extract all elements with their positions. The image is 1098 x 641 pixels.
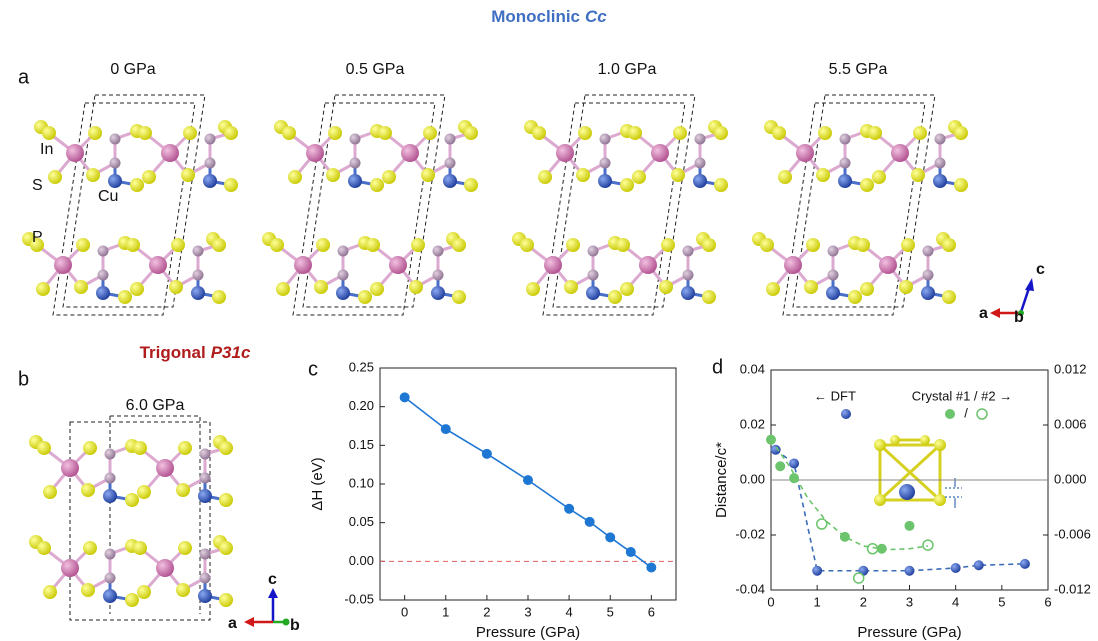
x-axis-label: Pressure (GPa): [857, 624, 961, 641]
page: {"figure": { "title": {"text": "Monoclin…: [0, 0, 1098, 641]
y-tick-label: 0.04: [740, 361, 765, 376]
data-point: [1020, 559, 1030, 569]
data-point: [482, 449, 492, 459]
data-point: [523, 475, 533, 485]
title-symbol: Cc: [585, 7, 607, 26]
data-point: [812, 566, 822, 576]
data-point: [951, 563, 961, 573]
y-tick-label: 0.00: [740, 471, 765, 486]
atom-label: In: [40, 141, 53, 158]
data-point: [817, 519, 827, 529]
y-tick-label: 0.05: [349, 514, 374, 529]
pressure-label: 5.5 GPa: [829, 61, 888, 78]
structure: [22, 95, 238, 315]
title-symbol: P31c: [211, 343, 251, 362]
structure: [262, 95, 478, 315]
data-point: [923, 540, 933, 550]
data-point: [646, 563, 656, 573]
data-point: [441, 424, 451, 434]
x-tick-label: 0: [401, 604, 408, 619]
x-tick-label: 6: [1044, 594, 1051, 609]
legend-label: /: [964, 405, 968, 420]
data-point: [400, 392, 410, 402]
y-tick-label: 0.02: [740, 416, 765, 431]
axis-label: a: [228, 615, 237, 632]
x-tick-label: 5: [607, 604, 614, 619]
pressure-label: 0.5 GPa: [346, 61, 405, 78]
y-tick-label: 0.00: [349, 553, 374, 568]
y2-tick-label: 0.000: [1054, 471, 1087, 486]
x-tick-label: 3: [906, 594, 913, 609]
x-tick-label: 4: [952, 594, 959, 609]
x-tick-label: 5: [998, 594, 1005, 609]
x-tick-label: 4: [565, 604, 572, 619]
data-point: [905, 566, 915, 576]
data-point: [974, 560, 984, 570]
data-point: [789, 459, 799, 469]
figure: Monoclinic Cc a 0 GPa 0.5 GPa 1.0 GPa 5.5…: [0, 0, 1098, 641]
x-tick-label: 0: [767, 594, 774, 609]
axis-indicator: c a b: [979, 261, 1045, 326]
y-tick-label: 0.15: [349, 437, 374, 452]
pressure-label: 1.0 GPa: [598, 61, 657, 78]
y-axis-label: Distance/c*: [713, 442, 730, 518]
y2-tick-label: 0.006: [1054, 416, 1087, 431]
y-tick-label: -0.05: [344, 591, 374, 606]
y2-tick-label: 0.012: [1054, 361, 1087, 376]
legend-marker: [977, 409, 987, 419]
y-tick-label: 0.25: [349, 359, 374, 374]
title-text: Monoclinic: [491, 7, 580, 26]
legend: ← DFT Crystal #1 / #2 → /: [814, 388, 1012, 420]
data-point: [626, 547, 636, 557]
pressure-label: 6.0 GPa: [126, 397, 185, 414]
axis-label: b: [1014, 309, 1024, 326]
data-point: [854, 573, 864, 583]
axis-label: b: [290, 617, 300, 634]
structure: [752, 95, 968, 315]
axis-label: c: [268, 571, 277, 588]
y-tick-label: -0.04: [735, 581, 765, 596]
x-tick-label: 2: [483, 604, 490, 619]
y-axis-label: ΔH (eV): [309, 457, 326, 510]
panel-label: a: [18, 66, 30, 88]
panel-title: Trigonal P31c: [140, 343, 251, 362]
figure-title: Monoclinic Cc: [491, 7, 607, 26]
x-tick-label: 1: [814, 594, 821, 609]
data-point: [775, 461, 785, 471]
atom-label: S: [32, 177, 43, 194]
series-line: [776, 450, 1025, 571]
axis-label: c: [1036, 261, 1045, 278]
data-point: [905, 521, 915, 531]
title-text: Trigonal: [140, 343, 206, 362]
data-point: [605, 532, 615, 542]
x-axis-label: Pressure (GPa): [476, 624, 580, 641]
data-point: [771, 445, 781, 455]
y-tick-label: 0.10: [349, 475, 374, 490]
data-point: [564, 504, 574, 514]
data-point: [585, 517, 595, 527]
x-tick-label: 2: [860, 594, 867, 609]
legend-marker: [841, 409, 851, 419]
legend-marker: [945, 409, 955, 419]
panel-label: c: [308, 358, 318, 380]
inset-structure: [874, 435, 962, 508]
x-tick-label: 1: [442, 604, 449, 619]
structure: [512, 95, 728, 315]
panel-label: b: [18, 368, 29, 390]
x-tick-label: 3: [524, 604, 531, 619]
axis-indicator: c a b: [228, 571, 300, 634]
pressure-label: 0 GPa: [110, 61, 155, 78]
y2-tick-label: -0.012: [1054, 581, 1091, 596]
structure: [29, 416, 233, 620]
x-tick-label: 6: [648, 604, 655, 619]
axis-label: a: [979, 305, 988, 322]
atom-label: Cu: [98, 188, 118, 205]
y2-tick-label: -0.006: [1054, 526, 1091, 541]
y-tick-label: 0.20: [349, 398, 374, 413]
y-tick-label: -0.02: [735, 526, 765, 541]
legend-label: Crystal #1 / #2 →: [912, 388, 1012, 403]
atom-label: P: [32, 229, 43, 246]
legend-label: ← DFT: [814, 388, 856, 403]
panel-label: d: [712, 356, 723, 378]
